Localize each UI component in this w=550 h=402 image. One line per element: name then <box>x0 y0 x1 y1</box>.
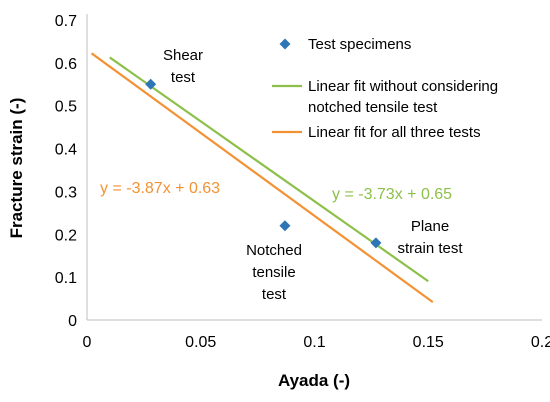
legend: Test specimens Linear fit without conside… <box>272 36 498 141</box>
legend-label: Test specimens <box>308 36 411 53</box>
tick-labels: 0 0.05 0.1 0.15 0.2 0 0.1 0.2 0.3 0.4 0.5 0.6 0.7 <box>55 13 550 351</box>
legend-label: Linear fit without considering <box>308 78 498 95</box>
annotation-label: Plane <box>411 218 449 235</box>
fit-line-2 <box>90 52 434 303</box>
fit-equation-label: y = -3.87x + 0.63 <box>100 180 220 197</box>
y-axis-title: Fracture strain (-) <box>7 98 26 239</box>
legend-label: Linear fit for all three tests <box>308 124 481 141</box>
y-tick-label: 0.2 <box>55 227 77 244</box>
fit-equation-label: y = -3.73x + 0.65 <box>332 186 452 203</box>
annotation-label: test <box>171 69 196 86</box>
data-point-marker <box>370 237 382 249</box>
data-point-marker <box>279 220 291 232</box>
annotation-label: tensile <box>252 264 295 281</box>
fit-equations: y = -3.73x + 0.65 y = -3.87x + 0.63 <box>100 180 452 203</box>
annotation-label: Notched <box>246 242 302 259</box>
y-tick-label: 0.7 <box>55 13 77 30</box>
point-annotations: Shear test Notched tensile test Plane strain t… <box>163 47 463 303</box>
x-tick-label: 0 <box>83 334 92 351</box>
data-points <box>145 78 382 249</box>
x-axis-title: Ayada (-) <box>278 371 350 390</box>
y-tick-label: 0 <box>68 313 77 330</box>
legend-marker-test-specimens <box>279 38 291 50</box>
x-tick-label: 0.05 <box>185 334 216 351</box>
y-tick-label: 0.1 <box>55 270 77 287</box>
legend-label: notched tensile test <box>308 99 438 116</box>
x-tick-label: 0.15 <box>413 334 444 351</box>
annotation-label: test <box>262 286 287 303</box>
x-tick-label: 0.1 <box>303 334 325 351</box>
y-tick-label: 0.3 <box>55 184 77 201</box>
axes <box>86 14 542 321</box>
annotation-label: strain test <box>397 240 463 257</box>
x-tick-label: 0.2 <box>531 334 550 351</box>
annotation-label: Shear <box>163 47 203 64</box>
y-tick-label: 0.5 <box>55 99 77 116</box>
y-tick-label: 0.6 <box>55 56 77 73</box>
data-point-marker <box>145 78 157 90</box>
y-tick-label: 0.4 <box>55 142 77 159</box>
